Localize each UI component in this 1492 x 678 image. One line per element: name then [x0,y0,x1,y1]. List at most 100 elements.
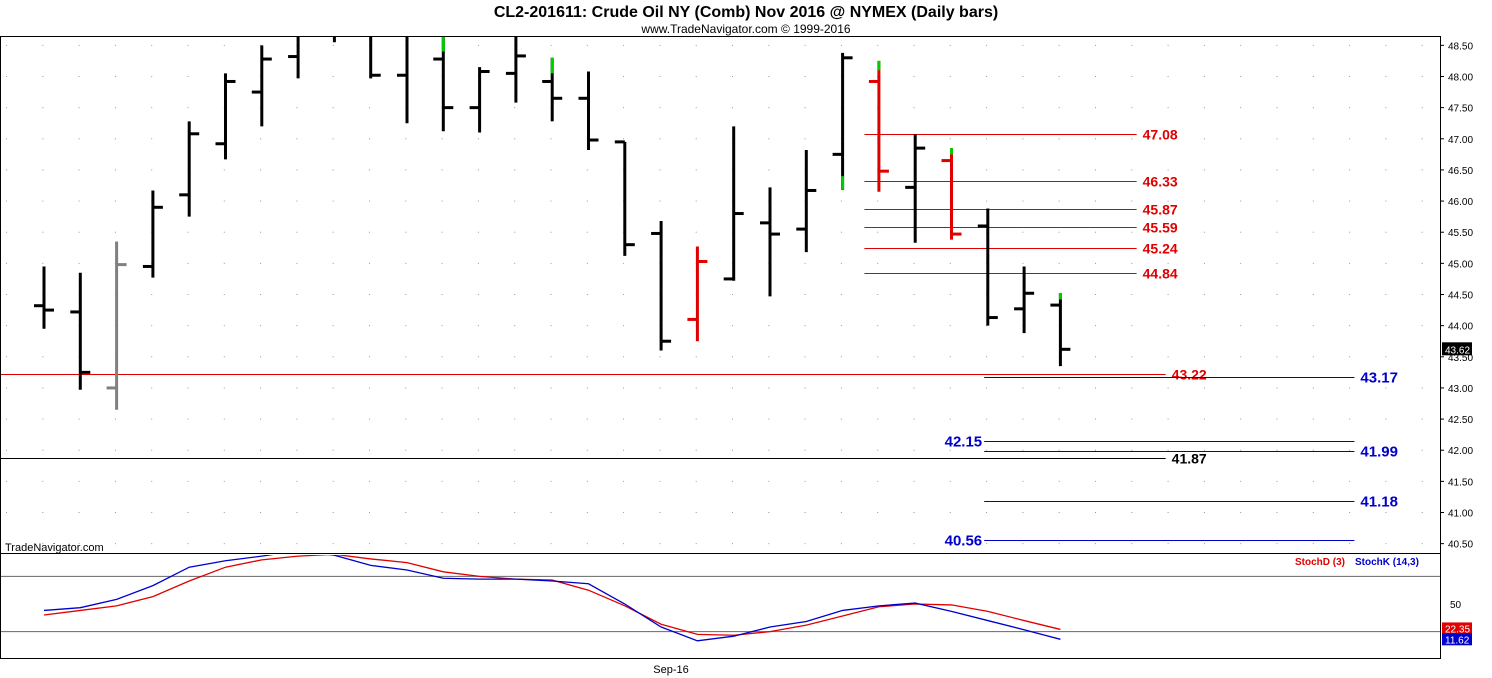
grid-dot [42,107,44,109]
level-label: 41.87 [1172,451,1207,467]
grid-dot [1240,138,1242,140]
grid-dot [223,356,225,358]
grid-dot [1276,44,1278,46]
grid-dot [949,387,951,389]
grid-dot [840,543,842,545]
watermark: TradeNavigator.com [5,542,104,554]
ohlc-bar [505,37,526,103]
grid-dot [586,169,588,171]
grid-dot [477,138,479,140]
grid-dot [1131,356,1133,358]
grid-dot [1312,200,1314,202]
grid-dot [441,543,443,545]
grid-dot [695,107,697,109]
stoch-d-value-tag [1442,622,1472,635]
level-label: 45.87 [1143,202,1178,218]
level-label: 45.24 [1143,241,1178,257]
grid-dot [6,387,7,389]
grid-dot [441,294,443,295]
grid-dot [840,231,842,233]
grid-dot [1095,387,1096,389]
ohlc-bar [651,220,672,351]
grid-dot [1385,356,1387,358]
grid-dot [369,387,370,389]
grid-dot [986,200,988,202]
ohlc-bar [70,272,91,390]
grid-dot [223,418,225,420]
grid-dot [151,44,153,46]
price-tick-label: 46.50 [1448,166,1473,177]
grid-dot [369,418,370,420]
grid-dot [586,294,588,295]
grid-dot [1203,356,1205,358]
grid-dot [42,44,44,46]
grid-dot [1385,44,1387,46]
grid-dot [477,169,479,171]
grid-dot [768,449,770,451]
grid-dot [659,107,661,109]
grid-dot [804,418,806,420]
grid-dot [42,449,44,451]
grid-dot [296,387,298,389]
grid-dot [1203,231,1205,233]
grid-dot [1421,200,1423,202]
legend-stoch-k: StochK (14,3) [1355,557,1419,568]
grid-dot [78,543,80,545]
grid-dot [1240,231,1242,233]
grid-dot [332,107,334,109]
grid-dot [1167,169,1169,171]
grid-dot [296,294,298,295]
grid-dot [949,480,951,482]
grid-dot [514,107,516,109]
grid-dot [223,262,225,264]
grid-dot [1167,480,1169,482]
grid-dot [369,512,370,514]
grid-dot [949,294,951,295]
grid-dot [6,480,7,482]
grid-dot [1276,543,1278,545]
grid-dot [6,512,7,514]
ohlc-bar [1014,266,1035,334]
grid-dot [986,387,988,389]
grid-dot [405,512,407,514]
grid-dot [1203,107,1205,109]
ohlc-bar [106,241,127,410]
grid-dot [877,200,879,202]
grid-dot [550,294,552,295]
grid-dot [1131,512,1133,514]
grid-dot [877,480,879,482]
grid-dot [877,294,879,295]
grid-dot [840,200,842,202]
grid-dot [1058,44,1060,46]
ohlc-bar [614,140,635,256]
grid-dot [1349,231,1351,233]
grid-dot [550,480,552,482]
grid-dot [768,356,770,358]
grid-dot [477,387,479,389]
grid-dot [1131,231,1133,233]
grid-dot [223,449,225,451]
grid-dot [732,44,733,46]
grid-dot [768,543,770,545]
grid-dot [369,325,370,327]
grid-dot [659,169,661,171]
grid-dot [260,294,262,295]
grid-dot [659,200,661,202]
ohlc-bar [977,208,998,326]
grid-dot [623,262,625,264]
chart-title: CL2-201611: Crude Oil NY (Comb) Nov 2016… [494,4,998,21]
grid-dot [550,543,552,545]
grid-dot [296,200,298,202]
grid-dot [695,44,697,46]
level-label: 43.17 [1360,370,1398,387]
price-tick-label: 44.50 [1448,291,1473,302]
grid-dot [1095,449,1096,451]
grid-dot [187,480,189,482]
grid-dot [260,449,262,451]
grid-dot [441,200,443,202]
grid-dot [623,75,625,77]
grid-dot [1240,169,1242,171]
grid-dot [477,480,479,482]
grid-dot [623,449,625,451]
grid-dot [1095,356,1096,358]
